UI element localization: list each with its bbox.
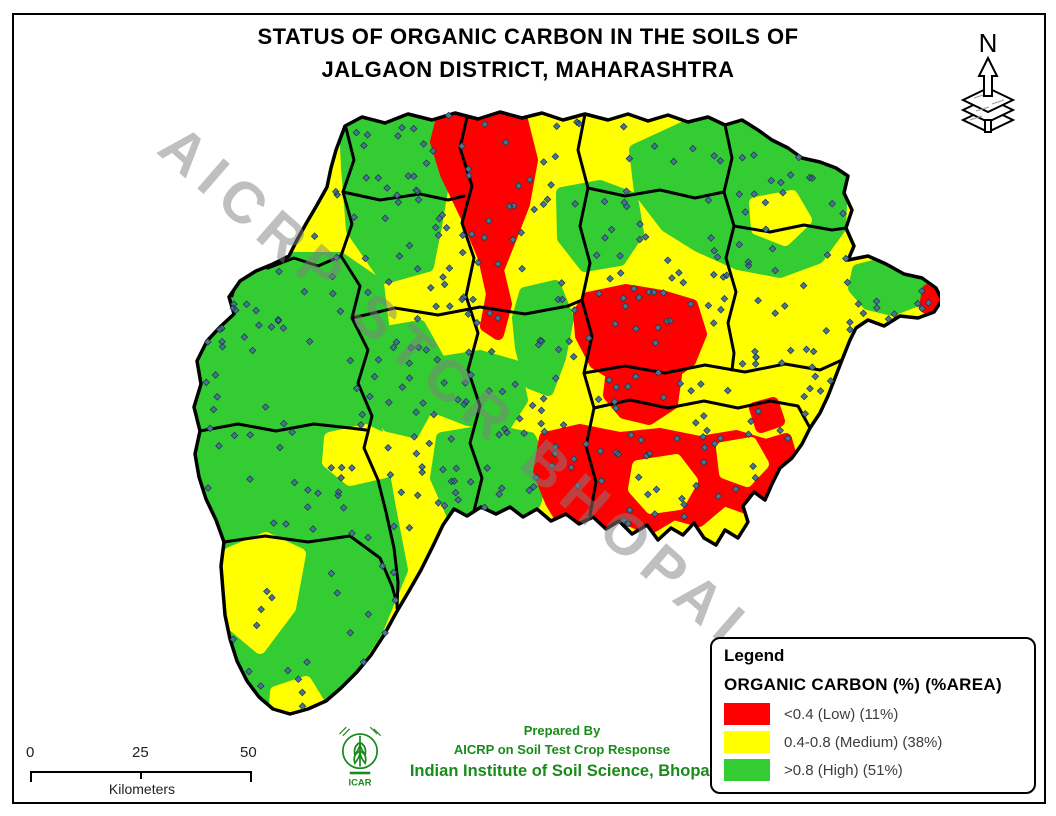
legend-label-low: <0.4 (Low) (11%): [784, 705, 899, 723]
map-title-line2: JALGAON DISTRICT, MAHARASHTRA: [321, 57, 735, 82]
scale-tick-50: 50: [240, 744, 257, 761]
north-arrow-icon: [960, 55, 1016, 134]
scale-bar: 0 25 50 Kilometers: [22, 744, 262, 798]
legend-item-high: >0.8 (High) (51%): [724, 759, 1022, 781]
legend-item-medium: 0.4-0.8 (Medium) (38%): [724, 731, 1022, 753]
legend-swatch-high: [724, 759, 770, 781]
icar-logo-icon: ICAR: [339, 726, 381, 787]
credit-line2: AICRP on Soil Test Crop Response: [453, 741, 671, 757]
credit-line3: Indian Institute of Soil Science, Bhopal: [409, 761, 715, 780]
legend-subtitle: ORGANIC CARBON (%) (%AREA): [724, 675, 1002, 694]
scale-tick-25: 25: [132, 744, 149, 761]
scale-tick-0: 0: [26, 744, 35, 761]
icar-logo-text: ICAR: [349, 776, 372, 787]
credits-block: ICAR Prepared By AICRP on Soil Test Crop…: [334, 722, 734, 794]
map-title: STATUS OF ORGANIC CARBON IN THE SOILS OF…: [13, 20, 1043, 86]
legend-label-high: >0.8 (High) (51%): [784, 761, 903, 779]
legend-swatch-medium: [724, 731, 770, 753]
legend-title: Legend: [724, 646, 785, 665]
scale-bar-unit: Kilometers: [108, 781, 176, 797]
legend-item-low: <0.4 (Low) (11%): [724, 703, 1022, 725]
soil-sample-points: [202, 111, 933, 710]
scale-bar-line: [30, 771, 252, 782]
district-map: [192, 110, 940, 716]
legend-swatch-low: [724, 703, 770, 725]
legend-label-medium: 0.4-0.8 (Medium) (38%): [784, 733, 943, 751]
page-border: [12, 13, 1046, 804]
map-title-line1: STATUS OF ORGANIC CARBON IN THE SOILS OF: [257, 24, 799, 49]
credit-line1: Prepared By: [523, 723, 601, 738]
north-arrow: N: [956, 30, 1020, 134]
taluka-boundaries: [198, 112, 848, 610]
legend-box: Legend ORGANIC CARBON (%) (%AREA) <0.4 (…: [710, 637, 1036, 794]
north-label: N: [978, 28, 998, 58]
